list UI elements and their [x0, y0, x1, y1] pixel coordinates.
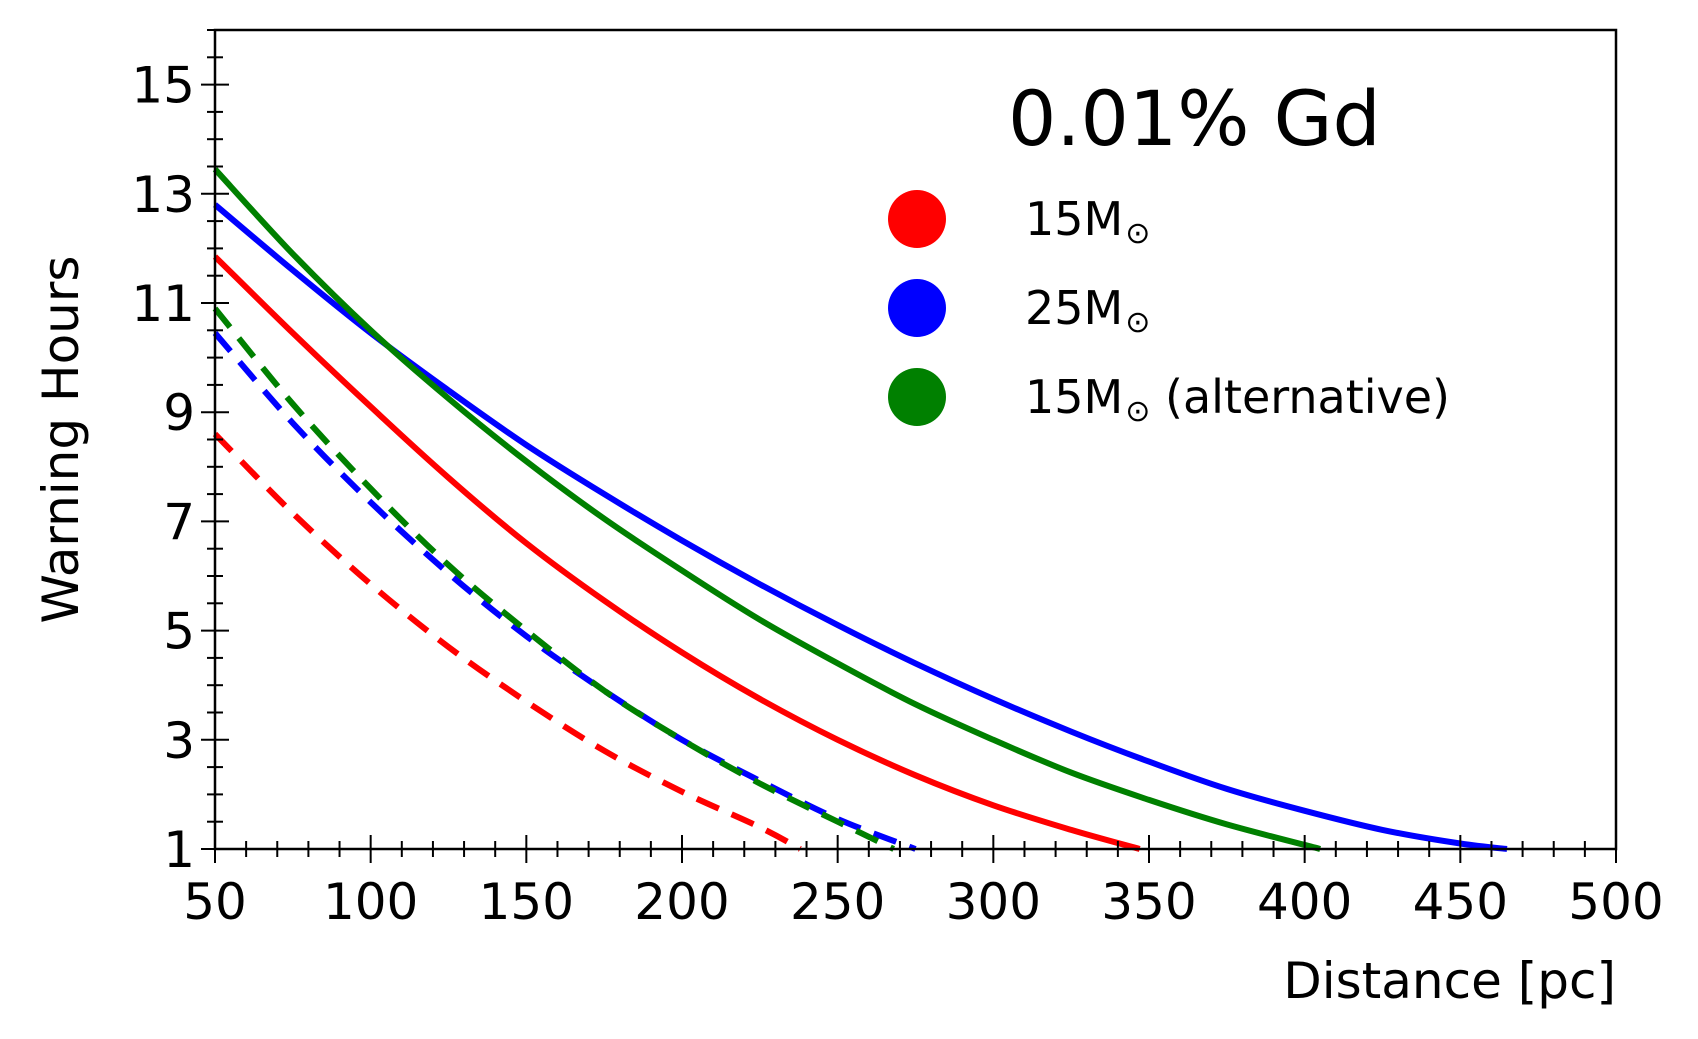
plot-frame	[213, 28, 1618, 851]
y-tick-label: 3	[163, 712, 195, 770]
x-tick-label: 200	[634, 873, 729, 931]
x-tick-label: 400	[1257, 873, 1352, 931]
y-tick-label: 11	[131, 275, 195, 333]
x-tick-label: 450	[1413, 873, 1508, 931]
y-tick-label: 15	[131, 57, 195, 115]
y-tick-label: 5	[163, 603, 195, 661]
series-line-5	[212, 306, 896, 852]
series-line-3	[212, 431, 802, 852]
x-tick-label: 300	[946, 873, 1041, 931]
x-tick-label: 100	[323, 873, 418, 931]
series-line-1	[213, 202, 1508, 852]
series-line-0	[212, 254, 1141, 852]
legend-label-1: 25M⊙	[1025, 281, 1150, 340]
legend: 0.01% Gd 15M⊙25M⊙15M⊙ (alternative)	[888, 74, 1450, 429]
x-tick-label: 500	[1568, 873, 1663, 931]
legend-label-2: 15M⊙ (alternative)	[1025, 370, 1450, 429]
y-tick-label: 7	[163, 493, 195, 551]
y-tick-label: 1	[163, 821, 195, 879]
x-tick-label: 150	[479, 873, 574, 931]
x-tick-label: 50	[183, 873, 247, 931]
series-line-2	[212, 167, 1321, 852]
x-tick-label: 250	[790, 873, 885, 931]
y-axis-label: Warning Hours	[32, 256, 90, 624]
series-line-4	[212, 331, 917, 852]
x-axis-label: Distance [pc]	[1283, 952, 1616, 1010]
legend-marker-1	[888, 279, 946, 337]
legend-marker-2	[888, 368, 946, 426]
series-layer	[212, 167, 1508, 852]
x-tick-label: 350	[1101, 873, 1196, 931]
legend-marker-0	[888, 190, 946, 248]
legend-title: 0.01% Gd	[1008, 74, 1381, 163]
y-tick-label: 13	[131, 166, 195, 224]
y-tick-label: 9	[163, 384, 195, 442]
